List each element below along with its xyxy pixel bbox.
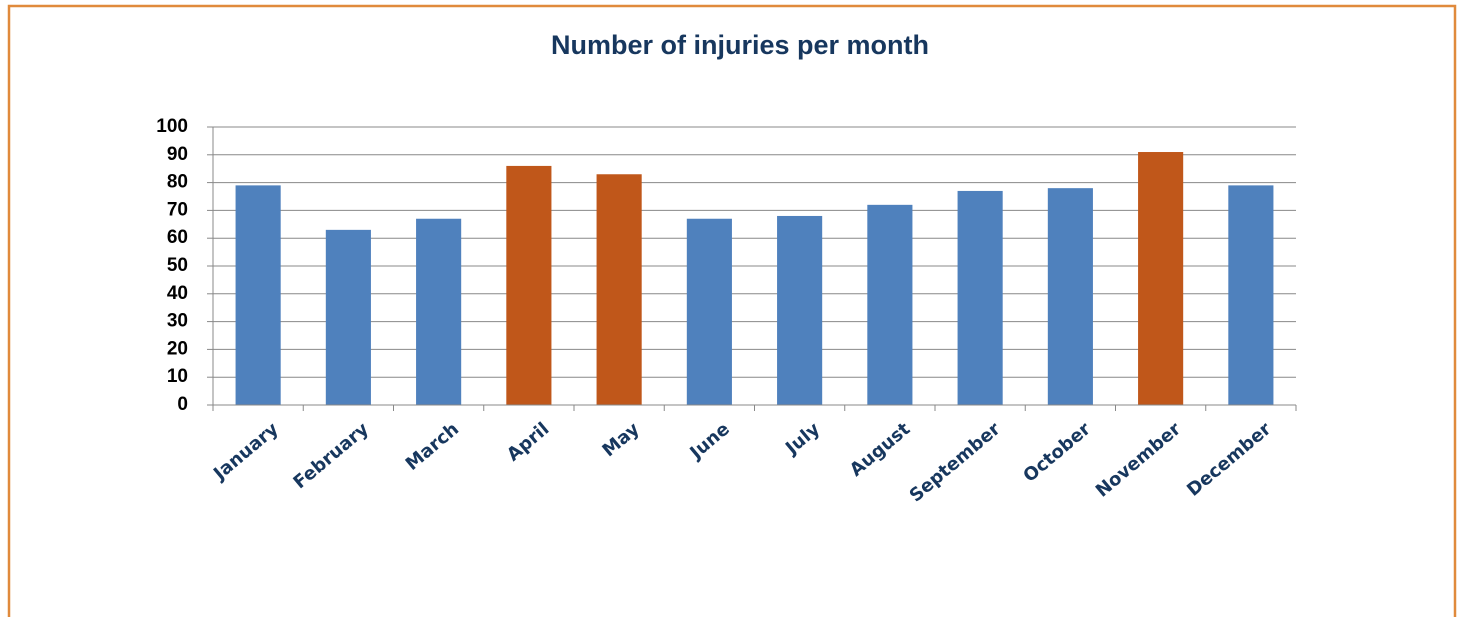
bar — [1138, 152, 1184, 405]
y-tick-label: 0 — [177, 394, 188, 415]
x-tick-label: August — [846, 418, 915, 480]
x-tick-label: October — [1019, 419, 1095, 487]
x-tick-label: September — [906, 419, 1005, 507]
x-tick-label: April — [503, 419, 553, 466]
bar — [235, 185, 281, 405]
y-tick-label: 60 — [167, 227, 188, 248]
bar — [506, 165, 552, 405]
bar — [867, 204, 913, 405]
x-tick-label: January — [208, 418, 282, 485]
bar — [957, 190, 1003, 405]
x-tick-label: November — [1092, 419, 1185, 502]
y-tick-label: 40 — [167, 283, 188, 304]
frame — [7, 4, 1457, 617]
bar — [686, 218, 732, 405]
y-tick-label: 50 — [167, 255, 188, 276]
x-tick-label: February — [290, 418, 373, 493]
bar — [1228, 185, 1274, 405]
y-tick-label: 20 — [167, 338, 188, 359]
x-tick-label: May — [598, 418, 643, 461]
chart-title: Number of injuries per month — [551, 30, 929, 60]
x-tick-label: July — [780, 418, 824, 460]
x-tick-label: June — [685, 419, 734, 465]
y-tick-label: 10 — [167, 366, 188, 387]
x-tick-label: December — [1183, 419, 1275, 501]
y-tick-label: 100 — [156, 116, 188, 137]
y-tick-label: 30 — [167, 311, 188, 332]
y-tick-label: 90 — [167, 144, 188, 165]
x-tick-label: March — [402, 419, 463, 475]
y-tick-label: 80 — [167, 172, 188, 193]
bar — [325, 229, 371, 405]
bar — [416, 218, 462, 405]
bar — [1047, 188, 1093, 405]
y-tick-label: 70 — [167, 199, 188, 220]
bar — [777, 215, 823, 405]
bar — [596, 174, 642, 405]
